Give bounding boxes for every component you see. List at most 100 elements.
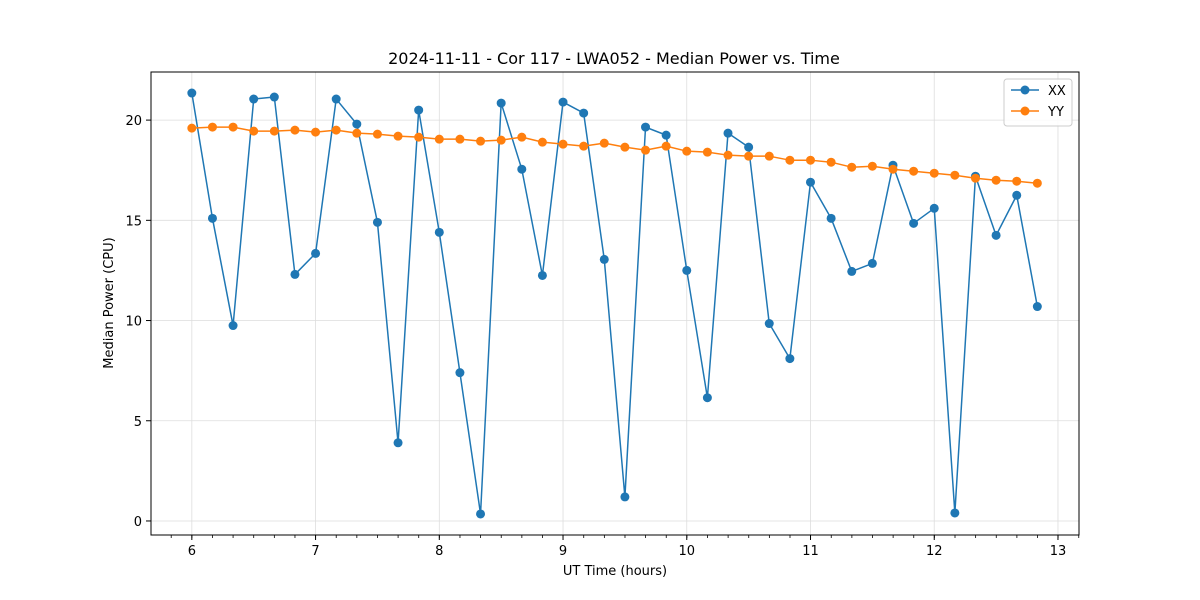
x-tick-label: 10 xyxy=(678,544,695,559)
x-tick-label: 7 xyxy=(311,544,319,559)
data-point-yy xyxy=(517,132,527,142)
y-tick-label: 0 xyxy=(134,515,142,530)
data-point-xx xyxy=(476,509,486,519)
data-point-xx xyxy=(311,248,321,258)
data-point-yy xyxy=(311,127,321,137)
data-point-xx xyxy=(249,94,259,104)
data-point-yy xyxy=(970,173,980,183)
data-point-xx xyxy=(991,230,1001,240)
axes: 6 7 8 9 10 11 12 13 0 5 10 15 20 xyxy=(125,114,1080,559)
data-point-yy xyxy=(950,170,960,180)
data-point-yy xyxy=(847,162,857,172)
data-point-xx xyxy=(455,368,465,378)
data-point-xx xyxy=(517,164,527,174)
data-point-yy xyxy=(434,134,444,144)
data-point-xx xyxy=(929,203,939,213)
data-point-xx xyxy=(434,227,444,237)
x-tick-label: 8 xyxy=(435,544,443,559)
data-point-xx xyxy=(331,94,341,104)
data-point-xx xyxy=(867,258,877,268)
data-point-xx xyxy=(702,393,712,403)
data-point-xx xyxy=(290,269,300,279)
legend: XX YY xyxy=(1003,78,1073,127)
data-point-yy xyxy=(207,122,217,132)
data-point-xx xyxy=(558,97,568,107)
data-point-yy xyxy=(1012,176,1022,186)
data-point-yy xyxy=(661,141,671,151)
plot-frame xyxy=(150,71,1080,536)
data-point-yy xyxy=(352,128,362,138)
data-point-xx xyxy=(599,254,609,264)
data-point-xx xyxy=(414,105,424,115)
x-tick-label: 12 xyxy=(926,544,943,559)
data-point-yy xyxy=(579,141,589,151)
data-point-yy xyxy=(909,166,919,176)
data-point-yy xyxy=(393,131,403,141)
legend-yy-marker xyxy=(1020,106,1030,116)
data-point-yy xyxy=(187,123,197,133)
data-point-yy xyxy=(228,122,238,132)
y-tick-label: 5 xyxy=(134,415,142,430)
data-point-yy xyxy=(805,155,815,165)
data-point-yy xyxy=(702,147,712,157)
data-point-xx xyxy=(228,321,238,331)
data-point-yy xyxy=(496,135,506,145)
legend-label-xx: XX xyxy=(1048,84,1066,99)
data-point-yy xyxy=(414,132,424,142)
series xyxy=(187,88,1042,519)
data-point-yy xyxy=(1032,178,1042,188)
data-point-yy xyxy=(620,142,630,152)
data-point-yy xyxy=(888,164,898,174)
data-point-xx xyxy=(764,319,774,329)
data-point-xx xyxy=(207,213,217,223)
grid xyxy=(151,72,1079,535)
y-tick-label: 10 xyxy=(125,315,142,330)
data-point-yy xyxy=(867,161,877,171)
x-tick-label: 9 xyxy=(559,544,567,559)
data-point-xx xyxy=(579,108,589,118)
data-point-yy xyxy=(249,126,259,136)
data-point-yy xyxy=(455,134,465,144)
y-tick-label: 15 xyxy=(125,214,142,229)
data-point-yy xyxy=(744,151,754,161)
data-point-yy xyxy=(290,125,300,135)
data-point-xx xyxy=(393,438,403,448)
x-axis-label: UT Time (hours) xyxy=(563,564,667,579)
data-point-yy xyxy=(991,175,1001,185)
data-point-yy xyxy=(929,168,939,178)
data-point-xx xyxy=(661,130,671,140)
data-point-xx xyxy=(950,508,960,518)
x-tick-label: 13 xyxy=(1050,544,1067,559)
series-line-xx xyxy=(191,92,1039,515)
data-point-yy xyxy=(599,138,609,148)
data-point-xx xyxy=(805,177,815,187)
legend-label-yy: YY xyxy=(1047,105,1064,120)
data-point-xx xyxy=(1012,190,1022,200)
x-tick-label: 11 xyxy=(802,544,819,559)
data-point-yy xyxy=(537,137,547,147)
data-point-xx xyxy=(641,122,651,132)
data-point-yy xyxy=(372,129,382,139)
data-point-yy xyxy=(476,136,486,146)
data-point-xx xyxy=(352,119,362,129)
data-point-xx xyxy=(620,492,630,502)
data-point-xx xyxy=(269,92,279,102)
data-point-xx xyxy=(496,98,506,108)
data-point-xx xyxy=(723,128,733,138)
data-point-xx xyxy=(537,270,547,280)
data-point-xx xyxy=(1032,302,1042,312)
data-point-xx xyxy=(744,142,754,152)
y-axis-label: Median Power (CPU) xyxy=(102,237,117,368)
data-point-yy xyxy=(785,155,795,165)
data-point-yy xyxy=(682,146,692,156)
x-tick-label: 6 xyxy=(188,544,196,559)
chart-title: 2024-11-11 - Cor 117 - LWA052 - Median P… xyxy=(388,49,840,68)
data-point-yy xyxy=(641,145,651,155)
data-point-yy xyxy=(826,157,836,167)
data-point-xx xyxy=(785,354,795,364)
data-point-xx xyxy=(909,218,919,228)
data-point-xx xyxy=(682,265,692,275)
data-point-xx xyxy=(826,213,836,223)
